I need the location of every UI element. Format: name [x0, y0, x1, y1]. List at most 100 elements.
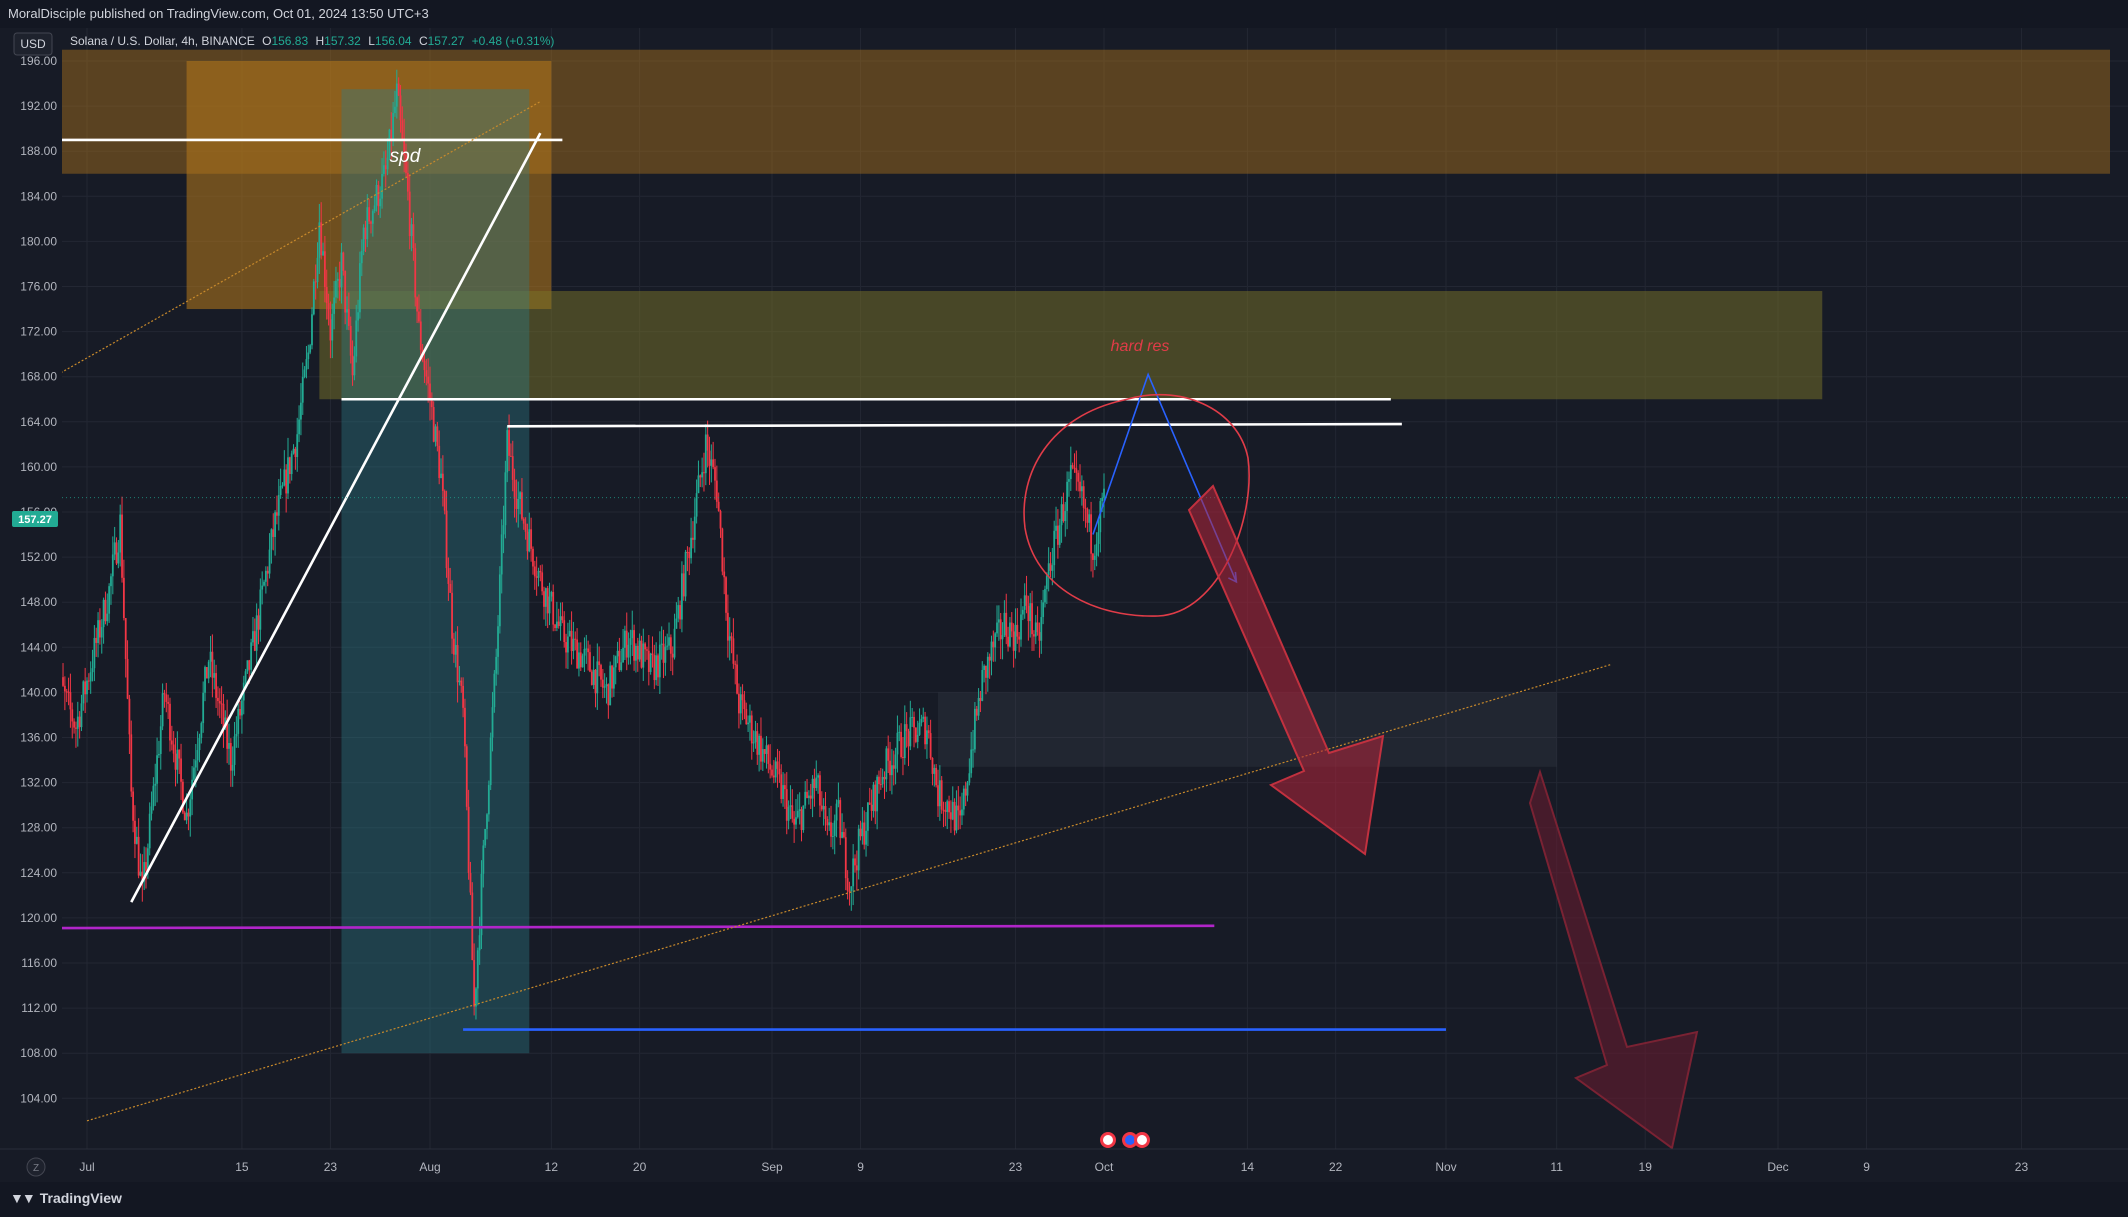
plot-area[interactable]: [53, 49, 2128, 1122]
candle: [526, 523, 529, 560]
candle-body: [87, 680, 90, 682]
candle: [419, 308, 422, 359]
candle-body: [443, 490, 446, 511]
grey-target-zone: [938, 692, 1557, 767]
candle-body: [475, 988, 477, 1007]
candle: [642, 628, 645, 681]
candle-body: [679, 605, 681, 620]
candle-body: [311, 314, 313, 346]
candle: [546, 585, 549, 629]
candle: [852, 844, 855, 906]
candle-body: [811, 778, 814, 799]
candle: [235, 716, 238, 748]
time-tick-label: 20: [633, 1160, 647, 1174]
candle-body: [961, 809, 963, 816]
candle: [813, 768, 816, 807]
candle-body: [647, 650, 650, 672]
candle: [220, 686, 223, 724]
candle-body: [578, 652, 580, 669]
tradingview-logo[interactable]: ▼▼ TradingView: [10, 1190, 122, 1206]
candle: [1025, 575, 1028, 614]
candle-body: [416, 297, 418, 312]
candle-body: [907, 731, 910, 747]
candle-body: [76, 716, 79, 729]
candle: [362, 224, 365, 256]
candle: [975, 705, 978, 721]
price-tick-label: 112.00: [21, 1001, 57, 1015]
candle-body: [985, 665, 987, 678]
candle: [747, 715, 749, 732]
candle-body: [272, 529, 275, 537]
time-axis[interactable]: Jul 15 23 Aug 12 20 Sep 9 23 Oct 14 22 Nov 11 19 Dec 9 23: [79, 1160, 2028, 1174]
candle-body: [552, 591, 555, 625]
candle: [563, 611, 566, 648]
candle: [962, 785, 965, 816]
candle-body: [395, 83, 398, 107]
candle: [752, 730, 755, 752]
candle: [530, 517, 533, 562]
candle: [323, 235, 326, 303]
candle-body: [276, 512, 278, 516]
candle: [760, 717, 762, 770]
candle: [213, 659, 216, 690]
candle: [857, 824, 860, 880]
candle-body: [675, 618, 678, 629]
candle: [436, 421, 439, 452]
candle-body: [1062, 504, 1065, 522]
candle: [809, 783, 812, 810]
candle: [660, 626, 663, 660]
currency-button[interactable]: [13, 32, 53, 56]
candle-body: [309, 345, 312, 353]
candle-body: [277, 495, 280, 516]
price-chart[interactable]: 196.00 192.00 188.00 184.00 180.00 176.00 172.…: [0, 28, 2128, 1182]
candle-body: [953, 801, 956, 831]
candle: [167, 694, 170, 720]
candle-body: [399, 95, 402, 121]
candle-body: [600, 665, 602, 680]
candle-body: [859, 828, 862, 837]
candle-body: [791, 805, 794, 819]
candle-body: [86, 680, 88, 695]
candle-body: [476, 950, 479, 989]
candle: [861, 807, 864, 845]
candle-body: [601, 679, 604, 688]
candle-body: [922, 716, 925, 719]
candle: [951, 786, 954, 821]
candle-body: [449, 583, 452, 593]
candle: [964, 781, 967, 807]
candle: [1033, 630, 1035, 651]
candle: [791, 789, 794, 823]
candle-body: [635, 645, 637, 661]
candle-body: [338, 278, 341, 288]
candle: [644, 642, 647, 662]
candle: [449, 567, 452, 594]
candle-body: [1018, 636, 1021, 640]
candle-body: [211, 651, 214, 678]
candle: [819, 771, 821, 818]
candle-body: [95, 637, 98, 643]
candle: [403, 118, 406, 173]
candle: [231, 746, 234, 787]
price-axis[interactable]: 196.00 192.00 188.00 184.00 180.00 176.00 172.…: [20, 54, 57, 1105]
candle: [524, 517, 527, 540]
zoom-reset-button[interactable]: [26, 1157, 46, 1177]
candle: [843, 821, 845, 839]
candle: [222, 694, 225, 748]
candle-body: [233, 736, 236, 765]
candle-body: [918, 722, 921, 735]
candle: [406, 161, 409, 201]
candle: [916, 720, 919, 749]
legend: USD Solana / U.S. Dollar, 4h, BINANCE O1…: [13, 32, 554, 56]
candle: [113, 526, 116, 561]
price-tick-label: 196.00: [20, 54, 57, 68]
candle-body: [944, 810, 947, 812]
candle: [636, 637, 639, 672]
candle-body: [957, 805, 960, 811]
candle-body: [802, 805, 805, 831]
candle-body: [80, 703, 83, 728]
candle-body: [761, 749, 764, 762]
economic-event-flags[interactable]: [1100, 1132, 1150, 1148]
candle-body: [1038, 632, 1041, 641]
candle-body: [863, 822, 866, 845]
candle: [1010, 612, 1013, 638]
